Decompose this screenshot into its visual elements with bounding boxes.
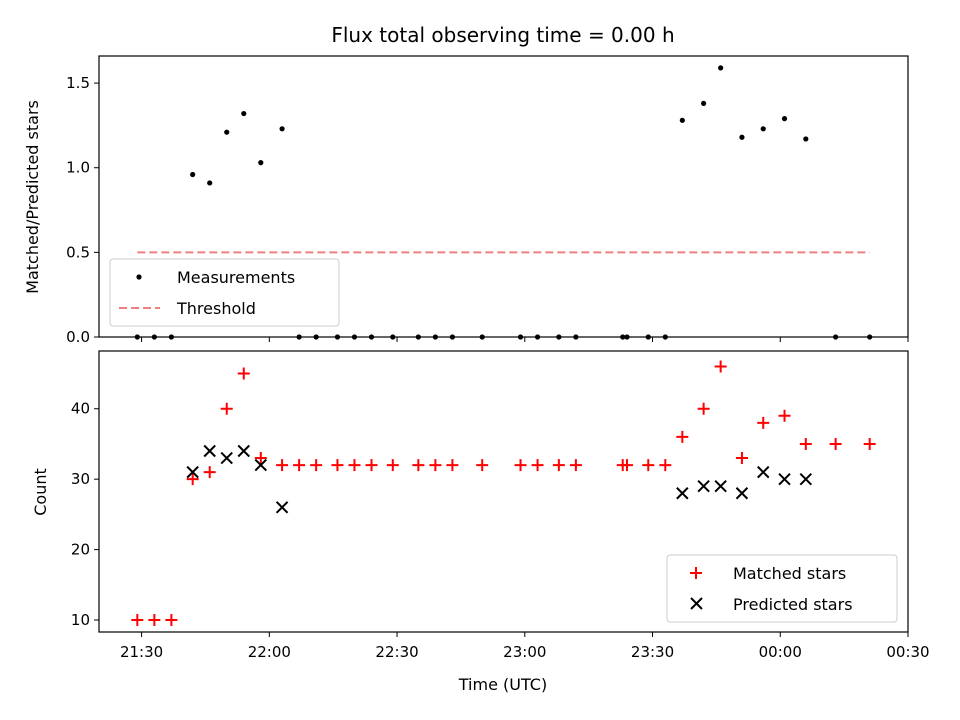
predicted-star-point [676,487,689,500]
x-tick-label: 00:00 [759,643,802,661]
matched-star-point [676,430,689,443]
matched-star-point [310,459,323,472]
legend-predicted-label: Predicted stars [733,595,853,614]
bottom-y-tick-label: 10 [71,611,90,629]
matched-star-point [552,459,565,472]
x-tick-label: 23:30 [631,643,674,661]
matched-star-point [165,614,178,627]
matched-star-point [569,459,582,472]
legend-matched-marker [690,567,702,579]
matched-star-point [863,437,876,450]
matched-star-point [365,459,378,472]
matched-star-point [237,367,250,380]
predicted-star-point [697,480,710,493]
measurement-point [207,180,213,186]
top-y-tick-label: 0.5 [66,243,90,261]
top-legend-box [109,258,340,327]
top-chart-title: Flux total observing time = 0.00 h [331,23,674,47]
predicted-star-point [757,465,770,479]
matched-star-point [476,459,489,472]
matched-star-point [331,459,344,472]
bottom-legend-box [666,554,898,623]
matched-star-point [276,459,289,472]
measurement-point [224,129,230,135]
matched-star-point [514,459,527,472]
matched-star-point [386,459,399,472]
x-tick-label: 21:30 [120,643,163,661]
measurement-point [803,136,809,142]
matched-star-point [714,360,727,373]
bottom-y-tick-label: 30 [71,470,90,488]
predicted-star-point [220,451,233,465]
top-plot-frame [98,55,909,338]
matched-star-point [642,459,655,472]
measurement-point [190,171,196,178]
bottom-legend: Matched stars Predicted stars [666,554,898,623]
predicted-star-point [275,501,289,514]
matched-star-point [429,459,442,472]
bottom-plot-frame [98,350,909,633]
matched-star-point [203,466,216,479]
measurement-point [781,116,788,122]
x-tick-label: 00:30 [886,643,929,661]
legend-measurements-marker [136,274,142,280]
bottom-plot-area [131,360,876,627]
x-axis-label: Time (UTC) [458,675,547,694]
matched-star-point [186,473,199,486]
measurement-point [241,110,247,117]
bottom-y-tick-label: 40 [71,400,90,418]
legend-matched-label: Matched stars [733,564,846,583]
predicted-star-point [203,444,216,458]
measurement-point [679,117,685,123]
matched-star-point [531,459,544,472]
matched-star-point [659,459,672,472]
measurement-point [760,126,766,132]
matched-star-point [412,459,425,472]
predicted-star-point [735,487,749,500]
x-tick-label: 23:00 [503,643,546,661]
matched-star-point [697,402,710,415]
matched-star-point [799,437,812,450]
top-legend: Measurements Threshold [109,258,340,327]
matched-star-point [131,614,144,627]
measurement-point [701,100,707,106]
bottom-y-axis-label: Count [31,468,50,516]
top-y-tick-label: 1.0 [66,159,90,177]
matched-star-point [220,402,233,415]
predicted-star-point [254,458,268,472]
matched-star-point [293,459,306,472]
measurement-point [258,160,264,166]
predicted-star-point [237,444,250,458]
matched-star-point [254,452,267,465]
matched-star-point [620,459,633,472]
legend-threshold-label: Threshold [176,299,256,318]
x-tick-label: 22:30 [375,643,418,661]
measurement-point [279,126,285,132]
matched-star-point [757,416,770,429]
measurement-point [739,134,745,140]
predicted-star-point [714,480,727,493]
x-tick-label: 22:00 [248,643,291,661]
legend-measurements-label: Measurements [177,268,295,287]
measurement-point [718,65,724,71]
legend-predicted-marker [690,597,703,610]
top-y-axis-label: Matched/Predicted stars [23,100,42,294]
top-y-tick-label: 0.0 [66,328,90,346]
matched-star-point [829,437,842,450]
matched-star-point [348,459,361,472]
predicted-star-point [186,465,199,479]
matched-star-point [778,409,791,422]
matched-star-point [735,452,748,465]
top-y-tick-label: 1.5 [66,74,90,92]
matched-star-point [148,614,161,627]
predicted-star-point [778,472,791,486]
bottom-y-tick-label: 20 [71,541,90,559]
predicted-star-point [799,472,813,486]
matched-star-point [446,459,459,472]
